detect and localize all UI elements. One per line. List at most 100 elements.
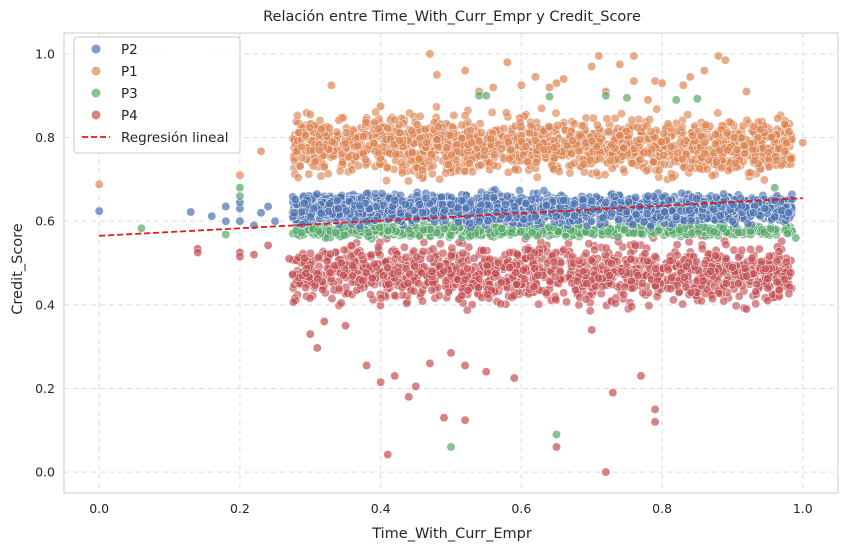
data-point (774, 247, 784, 257)
data-point (419, 237, 429, 247)
data-point (594, 154, 604, 164)
data-point (435, 174, 445, 184)
data-point (341, 128, 351, 138)
data-point (672, 240, 682, 250)
data-point (572, 276, 582, 286)
data-point (316, 124, 326, 134)
data-point (294, 127, 303, 137)
data-point (501, 108, 511, 118)
data-point (707, 171, 717, 181)
data-point (409, 286, 419, 296)
data-point (444, 160, 453, 169)
data-point (663, 119, 673, 129)
data-point (506, 145, 516, 155)
data-point (505, 248, 515, 258)
data-point (712, 157, 722, 167)
data-point (721, 240, 731, 250)
data-point (644, 301, 654, 311)
data-point (627, 302, 637, 312)
data-point (292, 111, 302, 120)
data-point (296, 142, 306, 152)
data-point (730, 133, 739, 143)
data-point (427, 149, 436, 159)
data-point (296, 228, 306, 238)
data-point (651, 264, 661, 274)
data-point (354, 161, 363, 171)
data-point (627, 158, 637, 168)
data-point (774, 285, 784, 295)
data-point (390, 291, 400, 300)
data-point (433, 122, 443, 132)
data-point (395, 136, 404, 145)
data-point (518, 150, 528, 160)
data-point (666, 142, 676, 152)
data-point (638, 288, 648, 298)
data-point (643, 148, 653, 158)
data-point (663, 265, 673, 275)
data-point (435, 239, 445, 249)
data-point (611, 298, 620, 308)
data-point (313, 274, 323, 284)
data-point (619, 143, 629, 153)
data-point (700, 259, 710, 269)
data-point (438, 248, 448, 258)
data-point (700, 138, 710, 147)
data-point (491, 268, 500, 278)
data-point (565, 168, 575, 178)
data-point (479, 145, 489, 155)
data-point (763, 274, 773, 284)
data-point (375, 223, 385, 232)
data-point (652, 104, 662, 114)
data-point (446, 230, 456, 240)
data-point (635, 135, 645, 145)
data-point (410, 262, 420, 272)
data-point (675, 137, 685, 147)
data-point (666, 284, 676, 294)
data-point (592, 120, 602, 130)
data-point (402, 298, 412, 308)
data-point (382, 176, 391, 186)
data-point (288, 297, 298, 307)
data-point (553, 227, 563, 236)
data-point (688, 131, 697, 141)
data-point (496, 144, 506, 154)
data-point (417, 268, 427, 278)
data-point (396, 158, 406, 168)
data-point (784, 127, 794, 137)
data-point (773, 113, 783, 123)
data-point (489, 150, 499, 160)
data-point (786, 154, 796, 164)
data-point (619, 290, 629, 300)
data-point (537, 103, 547, 113)
data-point (697, 244, 707, 254)
data-point (602, 114, 612, 124)
data-point (332, 127, 342, 137)
data-point (343, 152, 353, 162)
data-point (449, 110, 459, 120)
data-point (654, 165, 664, 175)
data-point (620, 282, 630, 292)
data-point (766, 132, 776, 142)
data-point (699, 148, 709, 158)
data-point (357, 251, 367, 261)
data-point (747, 253, 757, 263)
data-point (306, 248, 315, 258)
data-point (781, 138, 791, 148)
data-point (523, 156, 532, 166)
data-point (519, 265, 529, 275)
data-point (784, 289, 794, 299)
data-point (305, 293, 315, 303)
data-point (521, 141, 531, 151)
data-point (600, 170, 610, 180)
data-point (425, 254, 435, 263)
data-point (679, 272, 689, 282)
data-point (734, 291, 744, 301)
data-point (598, 282, 608, 292)
data-point (422, 137, 431, 147)
data-point (551, 294, 561, 304)
data-point (496, 278, 506, 288)
data-point (692, 257, 701, 266)
data-point (632, 122, 642, 132)
data-point (367, 273, 377, 283)
data-point (369, 259, 379, 269)
